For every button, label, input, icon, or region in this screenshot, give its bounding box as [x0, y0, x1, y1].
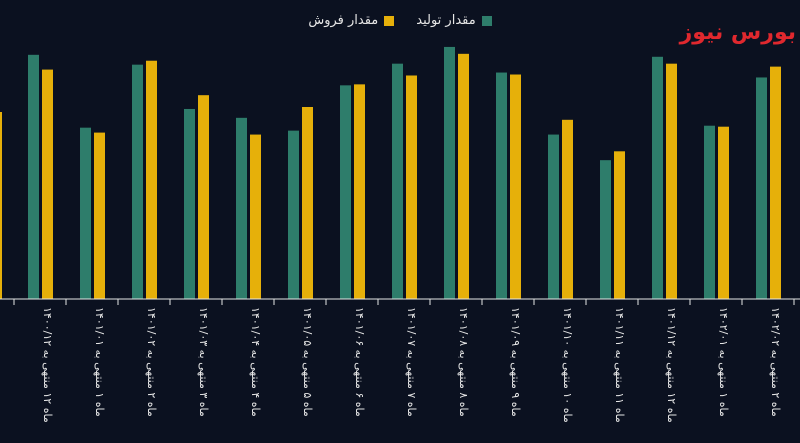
bar-sales-11 [614, 151, 625, 299]
bar-sales-7 [406, 75, 417, 299]
bar-production-3 [184, 108, 195, 299]
bar-sales-6 [354, 84, 365, 299]
legend-sales-label: مقدار فروش [308, 13, 379, 28]
bar-production-10 [548, 134, 559, 299]
x-tick-label-13: ماه ۱ منتهی به ۱۴۰۲/۰۱ [717, 307, 730, 417]
production-swatch [481, 15, 492, 26]
bar-sales-10 [562, 119, 573, 299]
x-tick-label-11: ماه ۱۱ منتهی به ۱۴۰۱/۱۱ [613, 307, 626, 423]
x-tick-label-8: ماه ۸ منتهی به ۱۴۰۱/۰۸ [457, 307, 470, 417]
x-tick-label-5: ماه ۵ منتهی به ۱۴۰۱/۰۵ [301, 307, 314, 417]
bar-sales-14 [770, 66, 781, 299]
bar-sales-8 [458, 53, 469, 300]
x-tick-label-14: ماه ۲ منتهی به ۱۴۰۲/۰۲ [769, 307, 782, 417]
x-tick-label-12: ماه ۱۲ منتهی به ۱۴۰۱/۱۲ [665, 307, 678, 423]
x-tick-label-4: ماه ۴ منتهی به ۱۴۰۱/۰۴ [249, 307, 262, 417]
bar-production-9 [496, 72, 507, 300]
bar-sales-3 [198, 95, 209, 299]
bar-sales-0 [42, 69, 53, 299]
bar-sales-5 [302, 107, 313, 299]
bar-production-11 [600, 160, 611, 299]
bar-production-12 [652, 56, 663, 300]
bar-production-13 [704, 125, 715, 299]
bar-sales-1 [94, 132, 105, 299]
bar-production-5 [288, 130, 299, 299]
legend-production-label: مقدار تولید [416, 13, 476, 28]
x-tick-label-9: ماه ۹ منتهی به ۱۴۰۱/۰۹ [509, 307, 522, 417]
bar-production-4 [236, 117, 247, 299]
bar-sales-4 [250, 134, 261, 299]
bar-sales-13 [718, 126, 729, 299]
x-tick-label-0: ماه ۱۲ منتهی به ۱۴۰۰/۱۲ [41, 307, 54, 423]
brand-logo: بورس نیوز [679, 20, 796, 45]
legend-item-production: مقدار تولید [416, 13, 492, 28]
legend: مقدار تولید مقدار فروش [0, 13, 800, 28]
x-tick-label-6: ماه ۶ منتهی به ۱۴۰۱/۰۶ [353, 307, 366, 417]
bar-sales-12 [666, 63, 677, 299]
bar-production-6 [340, 85, 351, 299]
bar-partial [0, 112, 2, 299]
bar-production-2 [132, 64, 143, 300]
x-tick-label-1: ماه ۱ منتهی به ۱۴۰۱/۰۱ [93, 307, 106, 417]
bar-production-8 [444, 46, 455, 299]
x-tick-label-3: ماه ۳ منتهی به ۱۴۰۱/۰۳ [197, 307, 210, 417]
x-tick-label-10: ماه ۱۰ منتهی به ۱۴۰۱/۱۰ [561, 307, 574, 423]
bar-production-14 [756, 77, 767, 299]
bar-sales-2 [146, 60, 157, 299]
x-tick-label-2: ماه ۲ منتهی به ۱۴۰۱/۰۲ [145, 307, 158, 417]
bar-production-1 [80, 127, 91, 299]
bar-production-7 [392, 63, 403, 299]
sales-swatch [384, 15, 395, 26]
bar-production-0 [28, 54, 39, 299]
legend-item-sales: مقدار فروش [308, 13, 395, 28]
x-tick-label-7: ماه ۷ منتهی به ۱۴۰۱/۰۷ [405, 307, 418, 417]
bar-sales-9 [510, 74, 521, 299]
